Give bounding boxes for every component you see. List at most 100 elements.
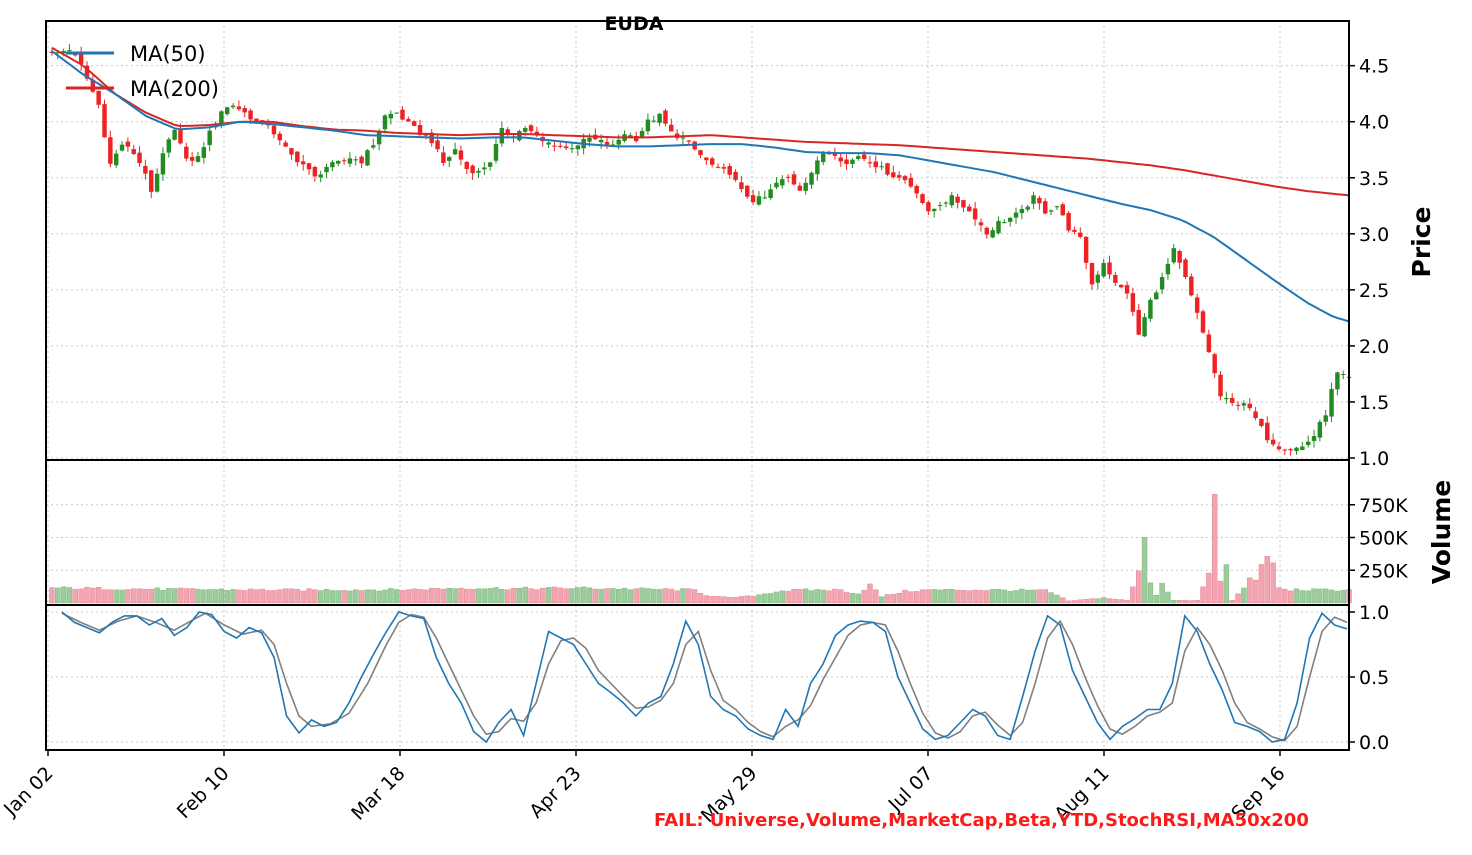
price-tick-label: 4.0 (1359, 112, 1389, 134)
volume-bar (101, 589, 108, 604)
candle-body (1113, 275, 1118, 283)
volume-bar (90, 587, 96, 604)
candle-body (336, 160, 341, 164)
volume-bar (1095, 598, 1101, 604)
price-panel-frame (45, 20, 1350, 461)
candle-body (219, 111, 224, 126)
volume-bar (1153, 595, 1159, 604)
volume-bar (1247, 577, 1253, 604)
candle-body (990, 230, 995, 238)
volume-bar (212, 589, 219, 604)
volume-bar (282, 588, 289, 604)
volume-bar (1299, 590, 1306, 604)
volume-bar (119, 589, 125, 604)
candle-body (908, 178, 914, 187)
volume-bar (1112, 598, 1119, 604)
volume-bar (1287, 590, 1294, 604)
volume-bar (1065, 600, 1072, 604)
volume-bar (1001, 589, 1008, 604)
volume-bar (201, 589, 207, 604)
legend: MA(50) MA(200) (66, 42, 219, 101)
volume-bar (668, 588, 674, 604)
candle-body (184, 146, 189, 159)
candle-body (867, 162, 873, 164)
volume-bar (370, 589, 376, 604)
volume-bar (1211, 493, 1218, 604)
volume-bar (1235, 593, 1241, 604)
volume-bar (674, 590, 680, 604)
candle-body (347, 158, 353, 164)
volume-bar (60, 586, 67, 604)
volume-bar (727, 597, 733, 604)
candle-body (709, 158, 715, 165)
volume-axis-title: Volume (1427, 480, 1456, 585)
candle-body (604, 141, 610, 145)
candle-body (1247, 403, 1252, 409)
candle-body (178, 130, 183, 144)
candle-body (745, 185, 750, 197)
ma200-line (51, 46, 1350, 197)
volume-bar (902, 589, 908, 604)
volume-bar (125, 589, 131, 604)
candle-body (1159, 277, 1165, 290)
volume-bar (487, 588, 493, 604)
volume-bar (878, 596, 885, 604)
volume-bar (1060, 597, 1066, 604)
volume-bar (78, 588, 84, 604)
volume-bar (732, 597, 739, 604)
volume-bar (206, 589, 213, 604)
volume-bar (896, 592, 902, 604)
volume-bar (323, 588, 330, 604)
volume-bar (1165, 591, 1171, 604)
volume-bar (1252, 579, 1259, 604)
volume-bar (306, 588, 312, 604)
volume-bar (493, 587, 499, 604)
candle-body (861, 154, 867, 160)
candle-body (67, 50, 72, 52)
volume-bar (1217, 580, 1224, 604)
x-tick-label: Feb 10 (173, 762, 234, 823)
candle-body (341, 160, 347, 162)
volume-bar (861, 590, 867, 604)
candle-body (406, 119, 411, 122)
candle-body (464, 161, 469, 169)
volume-bar (66, 587, 73, 604)
volume-bar (1083, 598, 1089, 604)
volume-bar (1042, 589, 1048, 604)
candle-body (1218, 374, 1223, 397)
candle-body (131, 149, 136, 154)
price-tick-label: 1.0 (1359, 448, 1389, 470)
volume-bar (931, 589, 937, 604)
volume-bar (762, 593, 768, 604)
volume-bar (1229, 600, 1235, 604)
volume-bar (55, 587, 61, 604)
volume-bar (913, 591, 920, 604)
candle-body (1095, 274, 1101, 283)
grid-layer (46, 21, 1349, 750)
candle-body (1025, 206, 1030, 210)
volume-bar (224, 590, 230, 604)
candle-body (1317, 421, 1323, 438)
volume-bar (1264, 555, 1270, 604)
candle-body (166, 139, 172, 153)
candle-body (791, 174, 797, 185)
volume-bar (84, 586, 90, 604)
volume-bar (312, 589, 318, 604)
candle-body (1241, 403, 1247, 406)
volume-bar (464, 588, 470, 604)
volume-bar (1030, 589, 1037, 604)
volume-bar (49, 587, 55, 604)
candle-body (1037, 197, 1042, 204)
candle-body (1206, 334, 1212, 353)
volume-bar (423, 589, 429, 604)
candle-body (1189, 276, 1194, 296)
price-tick-label: 2.5 (1359, 280, 1389, 302)
candle-body (762, 197, 767, 199)
volume-bar (177, 587, 184, 604)
volume-bar (528, 588, 534, 604)
candle-body (1235, 404, 1241, 406)
candle-body (715, 166, 721, 168)
volume-bar (610, 588, 616, 604)
candle-body (844, 159, 849, 165)
legend-ma50-label: MA(50) (130, 42, 206, 66)
